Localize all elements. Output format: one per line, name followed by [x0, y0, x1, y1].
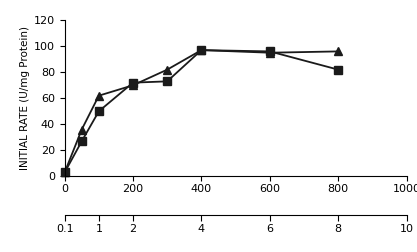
Y-axis label: INITIAL RATE (U/mg Protein): INITIAL RATE (U/mg Protein)	[20, 26, 30, 170]
